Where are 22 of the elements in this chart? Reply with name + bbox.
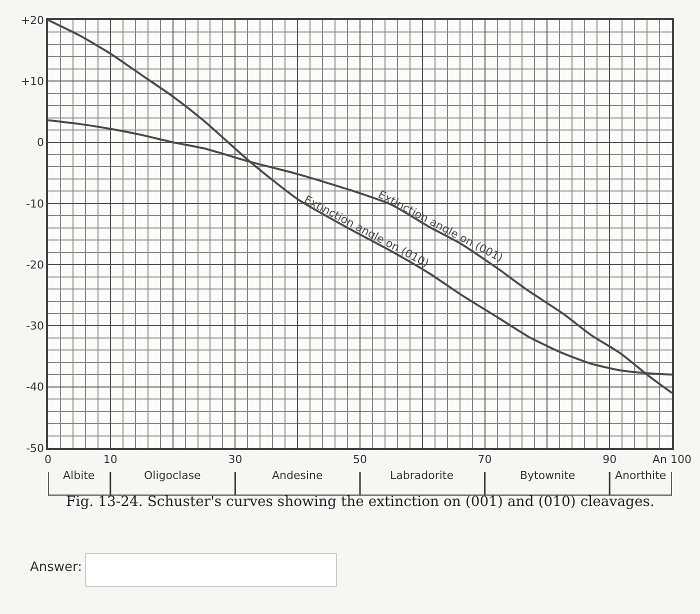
y-tick-label: -50	[26, 442, 44, 455]
y-tick-label: -40	[26, 380, 44, 394]
y-tick-label: -10	[26, 197, 44, 210]
y-tick-label: -30	[26, 320, 44, 333]
y-tick-label: 0	[37, 136, 44, 150]
text: Andesine	[272, 469, 324, 482]
x-tick-label: 10	[103, 452, 118, 466]
y-tick-label: +10	[20, 74, 44, 88]
x-tick-label: 30	[228, 452, 242, 466]
y-tick-label: +20	[20, 14, 44, 27]
text: Labradorite	[390, 469, 454, 482]
text: Bytownite	[520, 469, 576, 482]
x-tick-label: 50	[353, 452, 367, 466]
text: Oligoclase	[144, 469, 202, 482]
text: Answer:	[30, 560, 82, 575]
x-tick-label: 70	[478, 452, 492, 466]
text: Albite	[63, 469, 95, 482]
caption: Fig. 13-24. Schuster's curves showing the extinction on (001) and (010) cleavages.	[66, 494, 654, 510]
text: Anorthite	[615, 469, 666, 482]
x-tick-label: An 100	[652, 452, 692, 466]
x-tick-label: 90	[602, 452, 617, 466]
y-tick-label: -20	[26, 258, 44, 272]
